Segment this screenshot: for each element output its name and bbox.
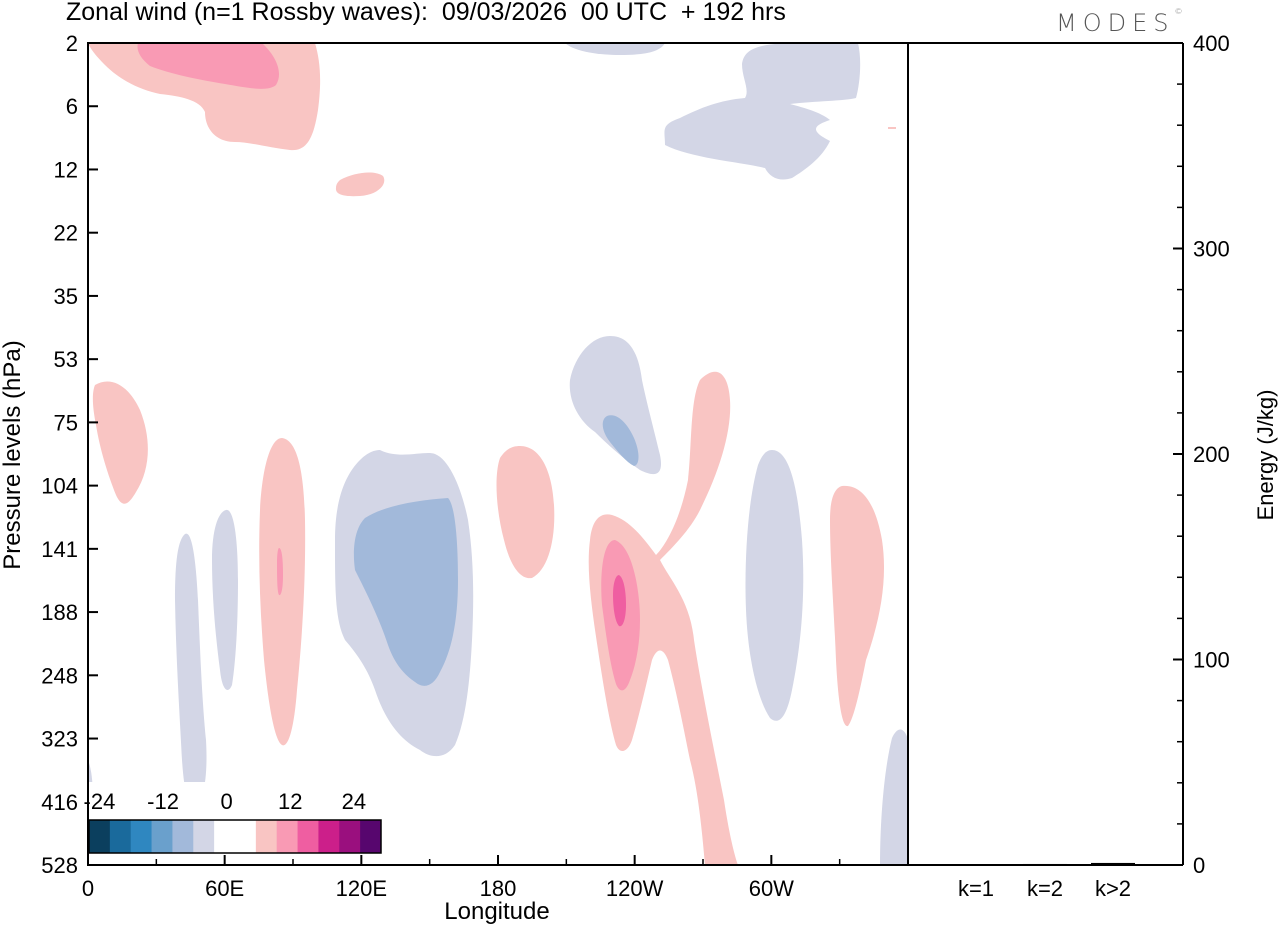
logo-text: MODES [1056, 9, 1175, 37]
colorbar-swatch [235, 820, 257, 853]
contour-neg-upper-right [664, 43, 861, 180]
y-tick-label: 528 [41, 853, 78, 878]
x-axis-ticks: 0 60E 120E 180 120W 60W [82, 855, 841, 901]
contour-pos3-main [613, 575, 626, 627]
y-tick-label: 22 [54, 221, 78, 246]
y-tick-label: 75 [54, 410, 78, 435]
energy-tick-label: 400 [1193, 31, 1230, 56]
contour-neg2-mid [602, 415, 639, 466]
x-tick-label: 0 [82, 876, 94, 901]
logo-mark: © [1174, 7, 1183, 16]
y-tick-label: 416 [41, 790, 78, 815]
colorbar-label: -12 [147, 789, 179, 814]
y-tick-label: 141 [41, 537, 78, 562]
colorbar-swatch [109, 820, 132, 853]
y-tick-label: 188 [41, 600, 78, 625]
x-tick-label: 60W [749, 876, 794, 901]
energy-bar [1023, 863, 1067, 865]
x-tick-label: 180 [480, 876, 517, 901]
energy-bar [1091, 862, 1135, 865]
x-tick-label: 60E [205, 876, 244, 901]
contour-pos2-column-84 [277, 548, 283, 596]
colorbar-swatch [151, 820, 173, 853]
colorbar-label: 24 [342, 789, 366, 814]
x-tick-label: 120W [606, 876, 664, 901]
contour-pos-left [92, 381, 148, 504]
modes-logo: MODES© [1056, 7, 1183, 37]
colorbar-swatch [255, 820, 278, 853]
colorbar-background [89, 782, 382, 820]
contour-pos-tiny [888, 127, 896, 129]
contour-pos-column-84 [259, 438, 306, 746]
colorbar-label: 0 [221, 789, 233, 814]
colorbar-swatch [214, 820, 236, 853]
y-tick-label: 323 [41, 727, 78, 752]
energy-tick-label: 0 [1193, 853, 1205, 878]
contour-pos-small-upper [335, 172, 385, 197]
contour-neg2-big [353, 498, 458, 686]
y-tick-label: 2 [66, 31, 78, 56]
x-axis-label: Longitude [444, 898, 550, 925]
colorbar-frame [88, 819, 382, 854]
colorbar-swatch [339, 820, 361, 853]
contour-pos2-top-left [137, 43, 280, 89]
contour-neg-right-column [745, 450, 804, 721]
energy-tick-label: 300 [1193, 237, 1230, 262]
energy-axis-ticks: 0 100 200 300 400 [1173, 31, 1230, 878]
colorbar: -24 -12 0 12 24 [84, 782, 382, 854]
contour-pos-right [830, 485, 885, 727]
contour-field [88, 43, 908, 865]
colorbar-swatch [297, 820, 319, 853]
contour-neg-left-column [175, 533, 207, 809]
colorbar-swatch [318, 820, 340, 853]
colorbar-swatch [276, 820, 298, 853]
colorbar-swatch [130, 820, 152, 853]
y-tick-label: 248 [41, 663, 78, 688]
colorbar-label: 12 [278, 789, 302, 814]
x-tick-label: 120E [336, 876, 387, 901]
energy-bars: k=1 k=2 k>2 [954, 862, 1135, 901]
colorbar-swatch [172, 820, 194, 853]
energy-tick-label: 200 [1193, 442, 1230, 467]
y-tick-label: 12 [54, 157, 78, 182]
colorbar-label: -24 [84, 789, 116, 814]
contour-neg-mid [569, 336, 662, 475]
contour-neg-top-sliver [565, 43, 665, 55]
contour-pos-180 [496, 446, 555, 579]
energy-category-label: k>2 [1095, 876, 1131, 901]
colorbar-swatch [89, 820, 111, 853]
y-tick-label: 53 [54, 347, 78, 372]
chart-title: Zonal wind (n=1 Rossby waves): 09/03/202… [66, 0, 786, 26]
colorbar-swatch [193, 820, 215, 853]
colorbar-swatch [360, 820, 382, 853]
energy-tick-label: 100 [1193, 648, 1230, 673]
contour-neg-second-column [212, 509, 238, 690]
energy-category-label: k=2 [1027, 876, 1063, 901]
energy-category-label: k=1 [958, 876, 994, 901]
contour-pos-main [588, 371, 738, 865]
energy-bar [954, 864, 998, 865]
y-tick-label: 6 [66, 94, 78, 119]
contour-neg-bottom-right [880, 729, 908, 865]
y-tick-label: 104 [41, 474, 78, 499]
y-tick-label: 35 [54, 284, 78, 309]
y-axis-ticks: 2 6 12 22 35 53 75 104 141 188 248 323 416 528 [41, 31, 98, 878]
